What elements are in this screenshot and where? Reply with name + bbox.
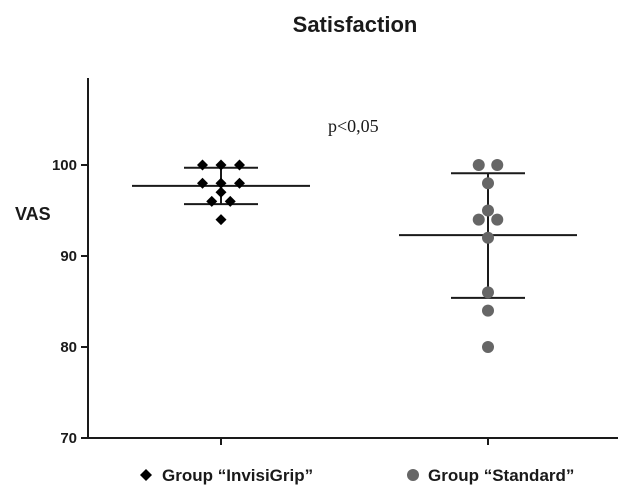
p-value-annotation: p<0,05 [328,116,379,136]
standard-data-point [482,231,494,244]
invisigrip-data-point [234,177,245,189]
legend-label-standard: Group “Standard” [428,466,574,485]
standard-data-point [491,159,504,171]
invisigrip-data-point [215,159,227,171]
mean-sd-bars [132,166,577,299]
invisigrip-data-point [224,195,236,207]
standard-data-point [482,304,494,317]
legend-item-standard: Group “Standard” [407,466,574,485]
y-tick-label: 70 [60,430,77,447]
invisigrip-data-point [215,177,227,189]
invisigrip-data-point [215,186,227,198]
legend-circle-marker [407,469,419,481]
y-ticks: 70 80 90 100 [52,157,88,447]
invisigrip-data-point [234,159,245,171]
y-tick-label: 100 [52,157,77,174]
x-ticks [220,438,489,445]
standard-data-point [472,213,485,226]
invisigrip-data-point [197,159,208,171]
y-tick-label: 90 [60,248,77,265]
standard-data-point [472,159,485,171]
invisigrip-data-point [197,177,208,189]
legend-item-invisigrip: Group “InvisiGrip” [140,466,313,485]
standard-data-point [482,204,494,217]
standard-data-point [482,341,494,353]
legend: Group “InvisiGrip” Group “Standard” [140,466,574,485]
invisigrip-data-point [206,195,218,207]
data-points [197,159,504,353]
y-axis-label: VAS [15,204,51,224]
standard-data-point [491,213,504,226]
y-tick-label: 80 [60,339,77,356]
legend-label-invisigrip: Group “InvisiGrip” [162,466,313,485]
axes [87,78,618,439]
standard-data-point [482,286,494,299]
invisigrip-data-point [215,214,227,226]
legend-diamond-marker [140,469,152,481]
chart-title: Satisfaction [293,12,418,37]
standard-data-point [482,177,494,190]
